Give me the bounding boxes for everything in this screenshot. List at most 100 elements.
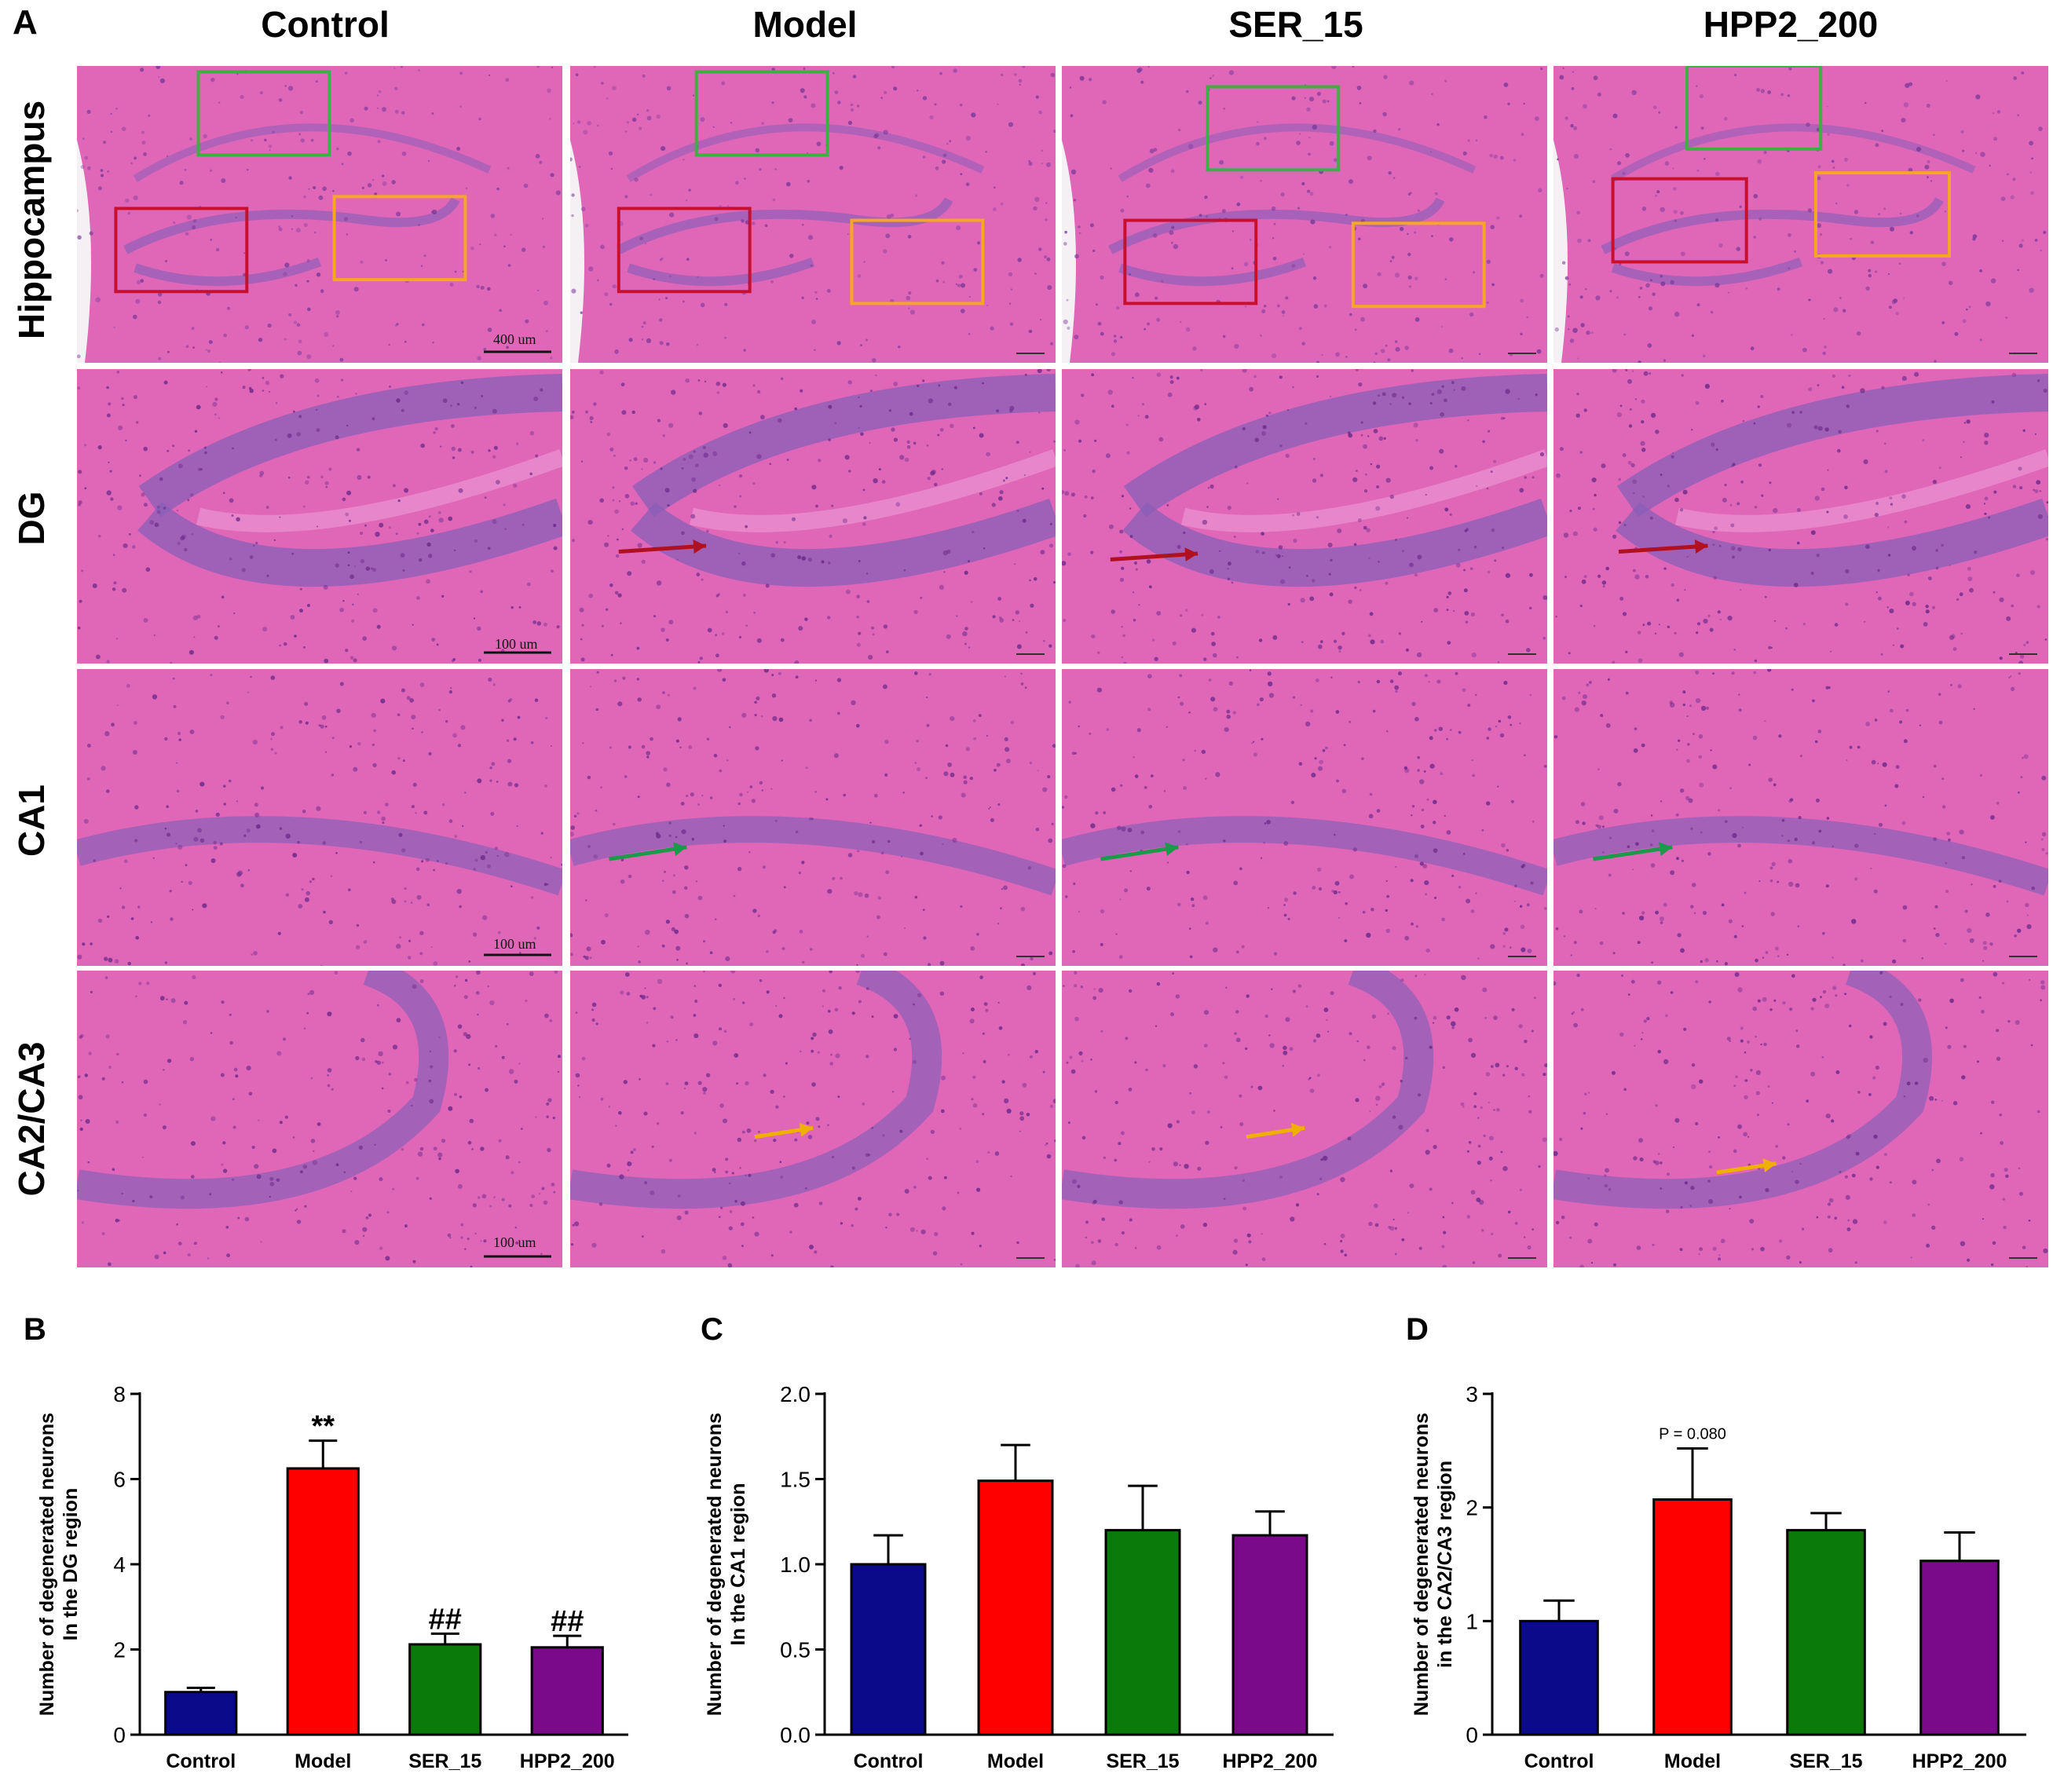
micrograph-dg-hpp2 bbox=[1553, 369, 2048, 664]
panel-letter-b: B bbox=[24, 1312, 46, 1347]
y-axis-label: Number of degenerated neuronsIn the CA1 … bbox=[704, 1413, 749, 1716]
x-tick-label: Control bbox=[1524, 1750, 1594, 1772]
scale-label-hippocampus: 400 um bbox=[493, 331, 536, 347]
chart-d-ca2-ca3: D Number of degenerated neuronsin the CA2… bbox=[1406, 1312, 2026, 1772]
x-tick-label: Model bbox=[987, 1750, 1044, 1772]
scale-label-ca2-ca3: 100 um bbox=[493, 1234, 536, 1250]
row-label-ca1: CA1 bbox=[11, 784, 52, 858]
ca1-box bbox=[1206, 85, 1341, 172]
dg-arrow bbox=[1618, 539, 1708, 554]
bar-ser-15 bbox=[1104, 1529, 1181, 1736]
ca-arrow bbox=[1716, 1158, 1777, 1175]
col-header-hpp2: HPP2_200 bbox=[1703, 4, 1879, 45]
micrograph-ca1-control bbox=[77, 669, 562, 966]
y-tick-label: 6 bbox=[113, 1468, 126, 1492]
y-tick-label: 4 bbox=[113, 1552, 126, 1577]
bar-model bbox=[977, 1479, 1054, 1736]
ca-arrow bbox=[754, 1122, 814, 1139]
panel-letter-a: A bbox=[13, 3, 38, 42]
chart-b-dg: B Number of degenerated neuronsIn the DG … bbox=[24, 1312, 628, 1772]
x-tick-label: SER_15 bbox=[1106, 1750, 1179, 1772]
micrograph-dg-model bbox=[570, 369, 1056, 664]
scale-label-ca1: 100 um bbox=[493, 936, 536, 952]
bar-ser-15 bbox=[1786, 1529, 1866, 1736]
micrograph-ca2-ca3-model bbox=[570, 971, 1056, 1267]
micrograph-ca2-ca3-hpp2 bbox=[1553, 971, 2048, 1267]
x-tick-label: HPP2_200 bbox=[520, 1750, 615, 1772]
bar-hpp2-200 bbox=[530, 1646, 604, 1736]
micrograph-ca2-ca3-ser15 bbox=[1062, 971, 1547, 1267]
panel-letter-d: D bbox=[1406, 1312, 1429, 1347]
chart-c-ca1: C Number of degenerated neuronsIn the CA1… bbox=[701, 1312, 1334, 1772]
bar-control bbox=[1519, 1619, 1599, 1736]
micrograph-ca1-ser15 bbox=[1062, 669, 1547, 966]
x-tick-label: Control bbox=[854, 1750, 924, 1772]
dg-box bbox=[1611, 177, 1748, 264]
ca1-box bbox=[694, 70, 829, 157]
ca1-arrow bbox=[609, 842, 687, 861]
ca-arrow bbox=[1246, 1122, 1305, 1139]
significance-annotation: ** bbox=[311, 1410, 335, 1443]
bar-model bbox=[1652, 1498, 1733, 1736]
bar-hpp2-200 bbox=[1231, 1534, 1308, 1736]
micrograph-hippocampus-model bbox=[570, 66, 1056, 363]
ca1-arrow bbox=[1100, 842, 1179, 861]
micrograph-dg-ser15 bbox=[1062, 369, 1547, 664]
y-tick-label: 2 bbox=[113, 1638, 126, 1662]
x-tick-label: HPP2_200 bbox=[1223, 1750, 1318, 1772]
bar-ser-15 bbox=[408, 1643, 482, 1736]
row-label-hippocampus: Hippocampus bbox=[11, 100, 52, 340]
bar-control bbox=[164, 1691, 238, 1736]
panel-letter-c: C bbox=[701, 1312, 723, 1347]
y-axis-label: Number of degenerated neuronsIn the DG r… bbox=[36, 1413, 82, 1716]
micrograph-hippocampus-control bbox=[77, 66, 562, 363]
dg-arrow bbox=[1110, 547, 1198, 562]
dg-box bbox=[617, 207, 752, 294]
micrograph-ca1-hpp2 bbox=[1553, 669, 2048, 966]
y-tick-label: 0.5 bbox=[780, 1638, 811, 1662]
x-tick-label: SER_15 bbox=[408, 1750, 481, 1772]
x-tick-label: Model bbox=[295, 1750, 351, 1772]
bar-hpp2-200 bbox=[1919, 1560, 2000, 1736]
ca1-arrow bbox=[1593, 842, 1673, 861]
y-tick-label: 0.0 bbox=[780, 1723, 811, 1747]
y-tick-label: 1.5 bbox=[780, 1468, 811, 1492]
micrograph-ca2-ca3-control bbox=[77, 971, 562, 1267]
x-tick-label: Control bbox=[166, 1750, 236, 1772]
y-tick-label: 1 bbox=[1466, 1609, 1478, 1633]
ca2-ca3-box bbox=[332, 195, 467, 282]
col-header-control: Control bbox=[261, 4, 390, 45]
dg-box bbox=[1123, 218, 1258, 305]
y-tick-label: 1.0 bbox=[780, 1552, 811, 1577]
bar-model bbox=[286, 1467, 360, 1736]
y-tick-label: 3 bbox=[1466, 1382, 1478, 1406]
ca2-ca3-box bbox=[1351, 221, 1486, 309]
scale-label-dg: 100 um bbox=[495, 636, 538, 652]
micrograph-hippocampus-hpp2 bbox=[1553, 66, 2048, 363]
x-tick-label: SER_15 bbox=[1789, 1750, 1862, 1772]
y-axis-label: Number of degenerated neuronsin the CA2/… bbox=[1411, 1413, 1456, 1716]
y-tick-label: 2 bbox=[1466, 1496, 1478, 1520]
ca2-ca3-box bbox=[1813, 171, 1951, 258]
col-header-model: Model bbox=[752, 4, 858, 45]
row-label-ca2-ca3: CA2/CA3 bbox=[11, 1041, 52, 1197]
dg-box bbox=[114, 207, 249, 294]
micrograph-hippocampus-ser15 bbox=[1062, 66, 1547, 363]
y-tick-label: 8 bbox=[113, 1382, 126, 1406]
ca2-ca3-box bbox=[850, 218, 985, 305]
col-header-ser15: SER_15 bbox=[1228, 4, 1363, 45]
micrograph-dg-control bbox=[77, 369, 562, 664]
row-label-dg: DG bbox=[11, 491, 52, 546]
dg-arrow bbox=[618, 539, 707, 554]
micrograph-ca1-model bbox=[570, 669, 1056, 966]
ca1-box bbox=[196, 70, 331, 157]
significance-annotation: ## bbox=[429, 1603, 462, 1636]
x-tick-label: HPP2_200 bbox=[1912, 1750, 2007, 1772]
y-tick-label: 0 bbox=[1466, 1723, 1478, 1747]
ca1-box bbox=[1685, 66, 1823, 151]
y-tick-label: 0 bbox=[113, 1723, 126, 1747]
x-tick-label: Model bbox=[1664, 1750, 1721, 1772]
significance-annotation: ## bbox=[551, 1605, 584, 1638]
bar-control bbox=[850, 1563, 927, 1736]
significance-annotation: P = 0.080 bbox=[1659, 1425, 1726, 1443]
